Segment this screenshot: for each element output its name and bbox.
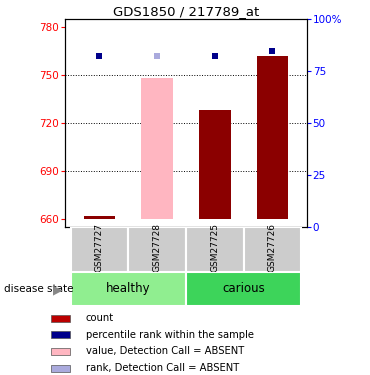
Bar [84,216,115,219]
Bar [71,227,128,272]
Bar [199,110,231,219]
Bar [51,315,70,322]
Bar [186,227,243,272]
Title: GDS1850 / 217789_at: GDS1850 / 217789_at [113,4,259,18]
Text: value, Detection Call = ABSENT: value, Detection Call = ABSENT [86,346,244,356]
Text: carious: carious [222,282,265,295]
Text: ▶: ▶ [53,283,62,296]
Bar [243,227,301,272]
Text: GSM27728: GSM27728 [152,223,162,272]
Bar [71,272,186,306]
Text: rank, Detection Call = ABSENT: rank, Detection Call = ABSENT [86,363,239,373]
Bar [51,348,70,355]
Bar [186,272,301,306]
Text: GSM27726: GSM27726 [268,223,277,272]
Text: percentile rank within the sample: percentile rank within the sample [86,330,254,340]
Text: healthy: healthy [106,282,151,295]
Bar [51,331,70,338]
Bar [257,56,288,219]
Text: count: count [86,313,114,323]
Text: disease state: disease state [4,285,73,294]
Text: GSM27725: GSM27725 [210,223,219,272]
Bar [51,364,70,372]
Bar [141,78,173,219]
Bar [128,227,186,272]
Text: GSM27727: GSM27727 [95,223,104,272]
